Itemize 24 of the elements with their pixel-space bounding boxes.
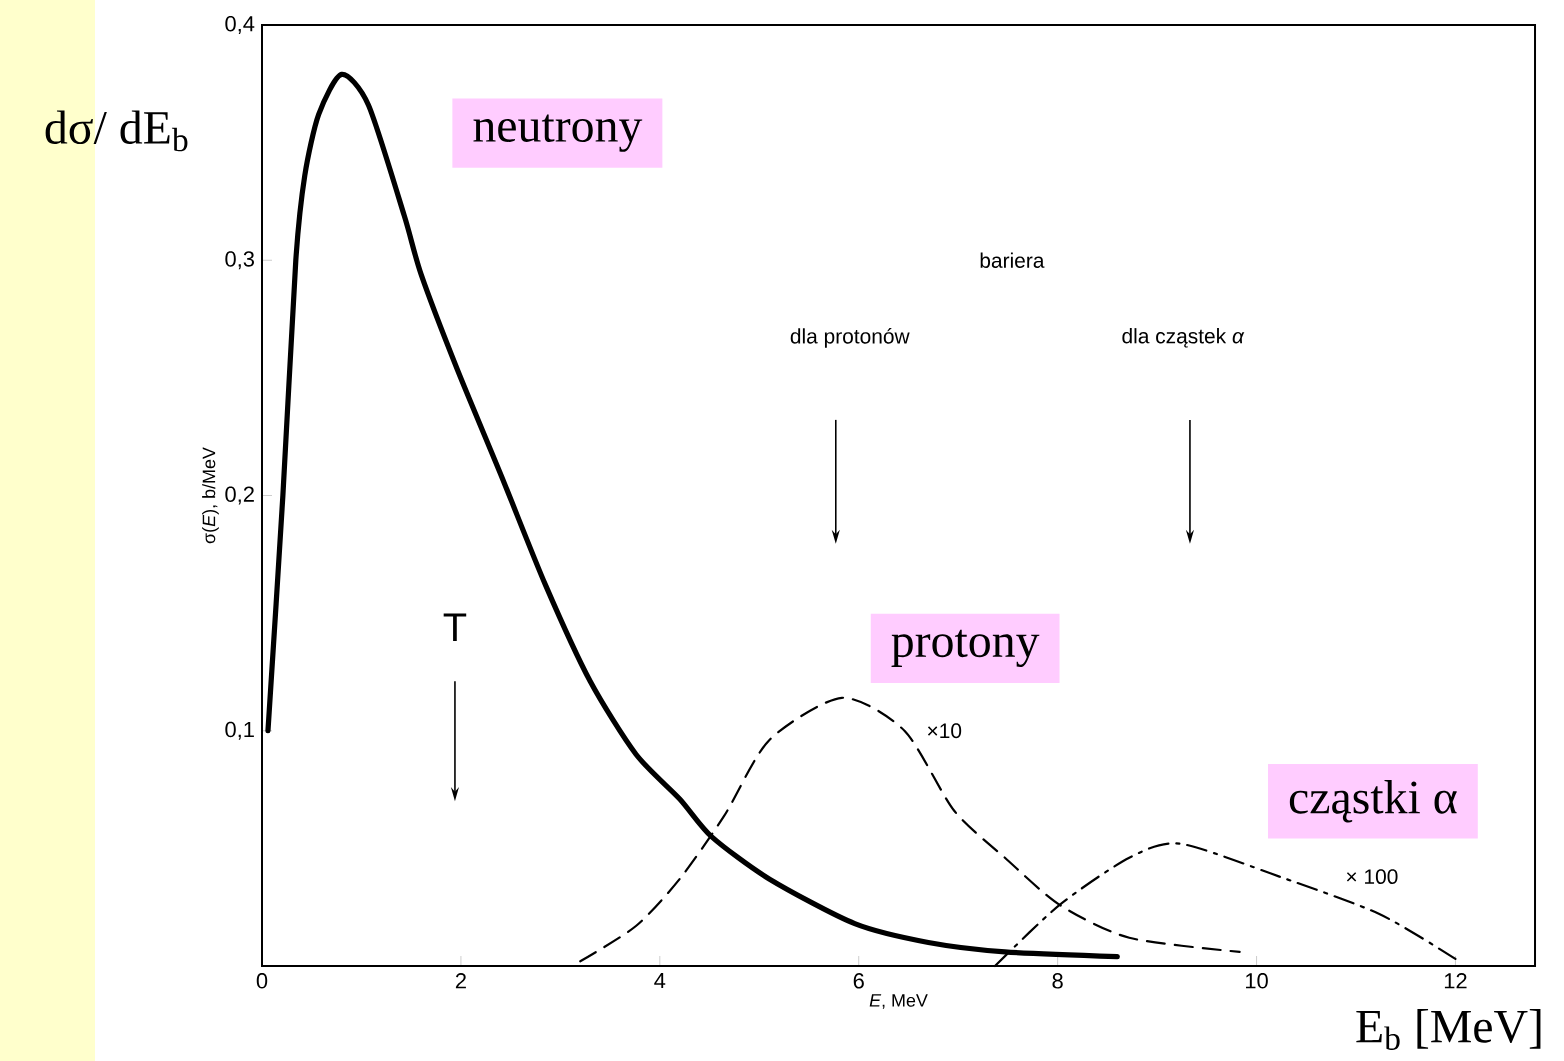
- x-tick-label: 8: [1052, 973, 1063, 989]
- annotation: dla protonów: [790, 328, 910, 348]
- text: dσ/ dE$_{b}$: [45, 110, 188, 152]
- text: E$_{b}$ [MeV]: [1356, 1009, 1541, 1050]
- x-axis-title: E, MeV: [869, 994, 928, 1009]
- x-tick-label: 10: [1246, 973, 1268, 989]
- series-label: neutrony: [473, 114, 643, 152]
- y-tick-label: 0,3: [225, 251, 254, 270]
- annotation: × 100: [1346, 869, 1398, 885]
- y-tick-label: 0,1: [225, 721, 254, 740]
- y-axis-title: σ(E), b/MeV: [202, 447, 219, 544]
- x-tick-label: 2: [455, 973, 466, 989]
- x-tick-label: 12: [1444, 973, 1467, 989]
- series-label: cząstki α: [1289, 780, 1457, 823]
- y-tick-label: 0,4: [225, 15, 255, 35]
- x-tick-label: 6: [853, 973, 864, 989]
- annotation: bariera: [980, 252, 1045, 268]
- series-label: protony: [891, 629, 1040, 668]
- annotation: T: [443, 613, 467, 641]
- annotation: ×10: [927, 723, 962, 739]
- x-tick-label: 4: [654, 973, 666, 989]
- annotation: dla cząstek α: [1122, 328, 1245, 348]
- x-tick-label: 0: [256, 973, 268, 989]
- y-tick-label: 0,2: [225, 486, 254, 505]
